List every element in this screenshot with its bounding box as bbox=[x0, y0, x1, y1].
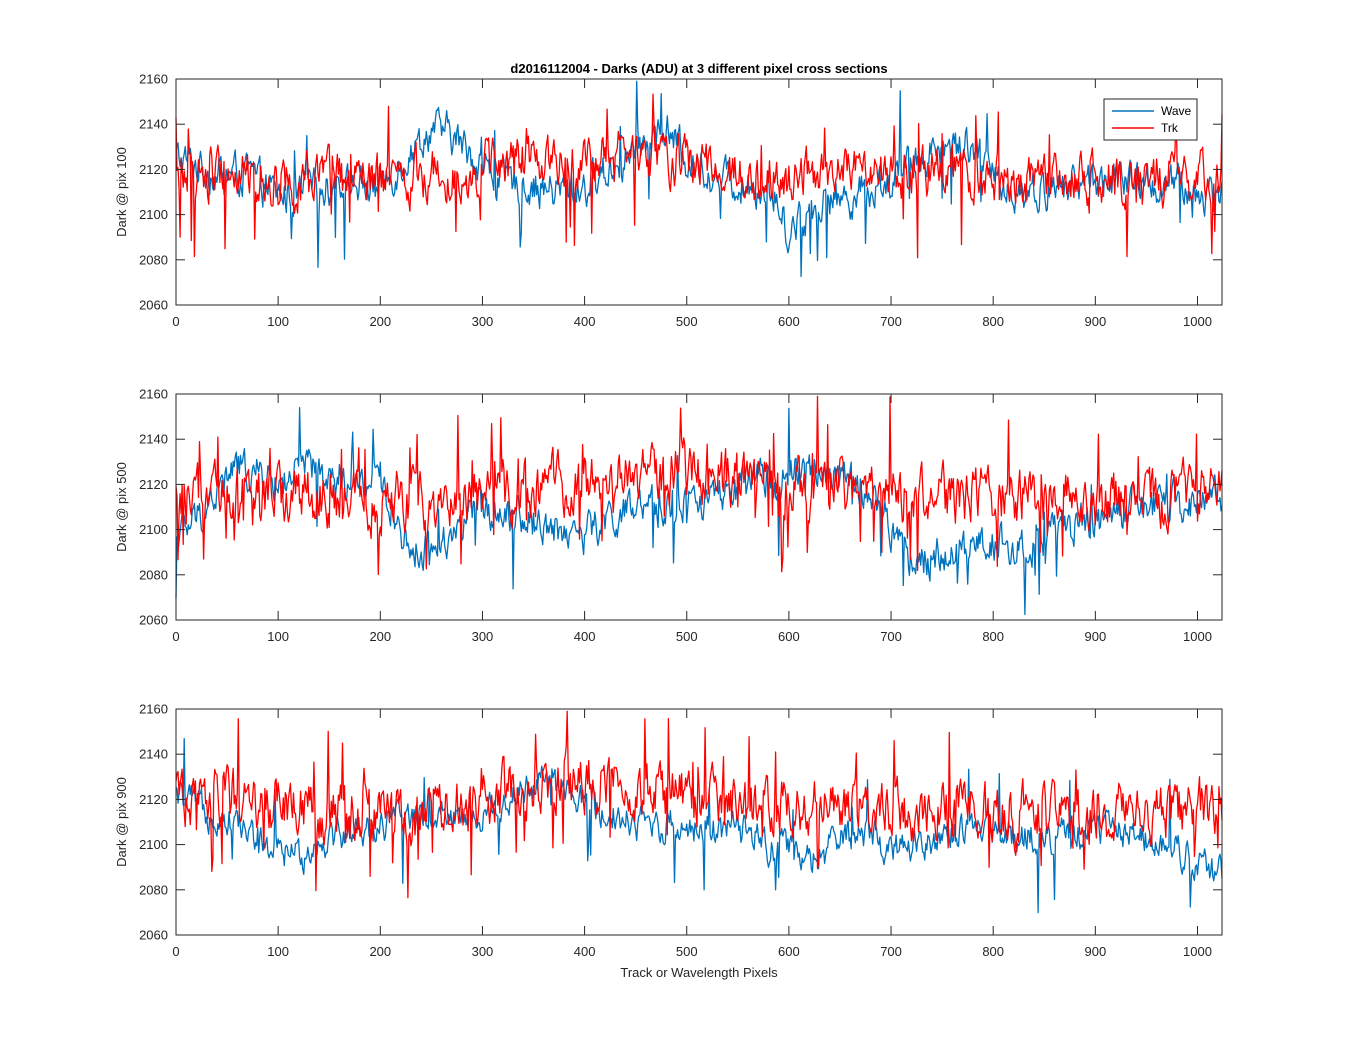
x-tick-label: 1000 bbox=[1183, 314, 1212, 329]
y-tick-label: 2140 bbox=[139, 117, 168, 132]
x-tick-label: 100 bbox=[267, 629, 289, 644]
x-tick-label: 0 bbox=[172, 314, 179, 329]
y-tick-label: 2120 bbox=[139, 792, 168, 807]
x-tick-label: 0 bbox=[172, 629, 179, 644]
x-tick-label: 800 bbox=[982, 944, 1004, 959]
x-tick-label: 700 bbox=[880, 944, 902, 959]
y-tick-label: 2100 bbox=[139, 522, 168, 537]
y-tick-label: 2160 bbox=[139, 702, 168, 717]
y-tick-label: 2080 bbox=[139, 567, 168, 582]
x-tick-label: 600 bbox=[778, 944, 800, 959]
y-tick-label: 2160 bbox=[139, 72, 168, 87]
x-tick-label: 0 bbox=[172, 944, 179, 959]
x-tick-label: 900 bbox=[1084, 629, 1106, 644]
x-tick-label: 300 bbox=[472, 629, 494, 644]
axes-box bbox=[175, 393, 1223, 621]
x-tick-label: 800 bbox=[982, 314, 1004, 329]
y-tick-label: 2060 bbox=[139, 928, 168, 943]
y-tick-label: 2080 bbox=[139, 252, 168, 267]
axes-box bbox=[175, 708, 1223, 936]
x-tick-label: 700 bbox=[880, 314, 902, 329]
x-tick-label: 700 bbox=[880, 629, 902, 644]
x-tick-label: 900 bbox=[1084, 944, 1106, 959]
series-line-trk bbox=[175, 710, 1223, 899]
plot-area bbox=[176, 709, 1222, 935]
y-axis-label: Dark @ pix 900 bbox=[114, 777, 129, 867]
x-tick-label: 300 bbox=[472, 944, 494, 959]
x-tick-label: 800 bbox=[982, 629, 1004, 644]
x-tick-label: 100 bbox=[267, 944, 289, 959]
x-tick-label: 500 bbox=[676, 314, 698, 329]
y-tick-label: 2100 bbox=[139, 207, 168, 222]
y-tick-label: 2160 bbox=[139, 387, 168, 402]
y-tick-label: 2120 bbox=[139, 477, 168, 492]
x-tick-label: 200 bbox=[369, 944, 391, 959]
x-tick-label: 400 bbox=[574, 629, 596, 644]
x-tick-label: 300 bbox=[472, 314, 494, 329]
y-tick-label: 2120 bbox=[139, 162, 168, 177]
x-tick-label: 600 bbox=[778, 314, 800, 329]
x-tick-label: 200 bbox=[369, 314, 391, 329]
x-tick-label: 500 bbox=[676, 629, 698, 644]
y-tick-label: 2060 bbox=[139, 613, 168, 628]
x-tick-label: 600 bbox=[778, 629, 800, 644]
axes-box bbox=[175, 78, 1223, 306]
x-tick-label: 500 bbox=[676, 944, 698, 959]
subplot-pix-500: 0 100 200 300 400 500 600 700 800 900 1000 2060 2080… bbox=[114, 387, 1223, 644]
x-tick-label: 400 bbox=[574, 314, 596, 329]
y-axis-label: Dark @ pix 500 bbox=[114, 462, 129, 552]
x-tick-label: 100 bbox=[267, 314, 289, 329]
y-tick-label: 2080 bbox=[139, 882, 168, 897]
x-tick-label: 900 bbox=[1084, 314, 1106, 329]
y-tick-label: 2140 bbox=[139, 747, 168, 762]
subplot-pix-900: 0 100 200 300 400 500 600 700 800 900 1000 2060 2080… bbox=[114, 702, 1223, 980]
series-line-trk bbox=[175, 93, 1223, 259]
legend-box bbox=[1103, 98, 1198, 141]
x-tick-label: 400 bbox=[574, 944, 596, 959]
x-axis-label: Track or Wavelength Pixels bbox=[620, 965, 778, 980]
legend-label-trk: Trk bbox=[1161, 121, 1179, 135]
x-tick-label: 1000 bbox=[1183, 629, 1212, 644]
y-tick-label: 2060 bbox=[139, 298, 168, 313]
legend-label-wave: Wave bbox=[1161, 104, 1192, 118]
plot-area bbox=[176, 79, 1222, 305]
chart-title: d2016112004 - Darks (ADU) at 3 different… bbox=[510, 61, 887, 76]
y-axis-label: Dark @ pix 100 bbox=[114, 147, 129, 237]
x-tick-label: 200 bbox=[369, 629, 391, 644]
x-tick-label: 1000 bbox=[1183, 944, 1212, 959]
y-tick-label: 2140 bbox=[139, 432, 168, 447]
legend: Wave Trk bbox=[1103, 98, 1198, 141]
subplot-pix-100: 0 100 200 300 400 500 600 700 800 900 1000 2060 2080… bbox=[114, 72, 1223, 329]
series-line-trk bbox=[175, 395, 1223, 576]
y-tick-label: 2100 bbox=[139, 837, 168, 852]
